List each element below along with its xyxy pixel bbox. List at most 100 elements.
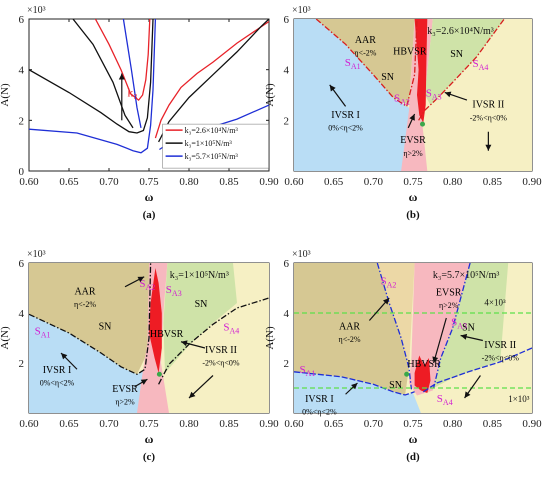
point-sa1-main: S	[35, 325, 41, 337]
boundary-left	[29, 263, 152, 376]
k3-annotation: k₃=1×10⁵N/m³	[170, 270, 229, 281]
x-tick-label: 0.70	[99, 176, 119, 188]
bifurcation-point	[156, 371, 162, 377]
legend: k₃=2.6×10⁴N/m³ k₃=1×10⁵N/m³ k₃=5.7×10⁵N/m³	[162, 123, 269, 169]
arrow-ivsr2-down-head	[464, 391, 471, 398]
series-2-left-curve	[29, 19, 157, 154]
x-tick-label: 0.65	[324, 176, 344, 188]
point-sa2-main: S	[139, 278, 145, 290]
panel-a-curves	[29, 19, 269, 154]
region-aar	[294, 263, 409, 395]
point-sa3-sub: A3	[432, 92, 442, 101]
region-hbvsr	[414, 19, 428, 123]
y-tick-label: 0	[19, 166, 25, 178]
point-sa2-sub: A2	[146, 283, 156, 292]
point-sa4-main: S	[473, 58, 479, 70]
point-sa1-sub: A1	[306, 369, 316, 378]
point-sa4: SA4	[223, 322, 239, 336]
y-tick-label: 2	[284, 358, 290, 370]
bifurcation-point	[420, 121, 426, 127]
point-sa2: SA2	[394, 92, 410, 106]
x-tick-label: 0.75	[403, 418, 423, 430]
x-tick-label: 0.75	[139, 176, 159, 188]
y-axis-label: A(N)	[264, 83, 276, 107]
point-sa3: SA3	[451, 317, 467, 331]
x-tick-label: 0.75	[139, 418, 159, 430]
label-ivsr1: IVSR I	[43, 365, 72, 376]
point-sa3-main: S	[426, 87, 432, 99]
y-tick-label: 2	[284, 115, 290, 127]
label-aar-sub: η<-2%	[339, 335, 361, 344]
boundary-right	[418, 19, 505, 121]
label-sn-left: SN	[99, 321, 112, 332]
label-ivsr1-sub: 0%<η<2%	[40, 379, 75, 388]
region-sn-right	[424, 19, 505, 106]
arrow-aar-head	[382, 298, 390, 305]
y-tick-label: 2	[19, 115, 25, 127]
y-tick-label: 6	[19, 14, 25, 26]
arrow-ivsr2-head	[444, 91, 452, 98]
label-sn-right: SN	[195, 299, 208, 310]
region-hbvsr	[149, 268, 162, 373]
point-sa3: SA3	[426, 87, 442, 101]
k3-arrow-label: k₃	[127, 85, 137, 99]
panel-label: (d)	[406, 451, 420, 463]
x-tick-label: 0.90	[259, 418, 279, 430]
x-tick-label: 0.85	[483, 176, 503, 188]
point-sa2-sub: A2	[400, 97, 410, 106]
x-tick-label: 0.90	[522, 176, 542, 188]
label-ivsr1: IVSR I	[305, 394, 334, 405]
panel-c-labels: k₃=1×10⁵N/m³ AAR η<-2% SN SN HBVSR IVSR I 0%<η<…	[35, 270, 240, 406]
label-aar: AAR	[339, 321, 360, 332]
point-sa2: SA2	[139, 278, 155, 292]
label-evsr-sub: η>2%	[403, 149, 423, 158]
x-tick-label: 0.60	[284, 176, 304, 188]
point-sa3: SA3	[166, 284, 182, 298]
label-evsr-sub: η>2%	[439, 301, 459, 310]
reference-label-4e3: 4×10³	[484, 298, 506, 308]
label-aar-sub: η<-2%	[354, 49, 376, 58]
x-tick-label: 0.75	[403, 176, 423, 188]
region-sn-right	[163, 263, 237, 373]
label-ivsr2-sub: -2%<η<0%	[202, 359, 240, 368]
x-axis-label: ω	[145, 190, 154, 204]
panel-b-labels: k₃=2.6×10⁴N/m³ AAR η<-2% SN SN HBVSR IVSR I 0%<…	[328, 26, 507, 158]
y-multiplier: ×10³	[292, 5, 311, 16]
panel-1-axes: 0.60 0.65 0.70 0.75 0.80 0.85 0.90 2 4 6×10³ ω A(N)…	[264, 5, 542, 221]
point-sa2-main: S	[380, 275, 386, 287]
k3-annotation: k₃=5.7×10⁵N/m³	[433, 270, 500, 281]
y-tick-label: 6	[284, 14, 290, 26]
x-tick-label: 0.80	[179, 418, 199, 430]
point-sa4: SA4	[473, 58, 489, 72]
arrow-evsr-head	[409, 114, 415, 121]
label-hbvsr: HBVSR	[150, 329, 184, 340]
y-axis-label: A(N)	[0, 326, 11, 350]
x-tick-label: 0.90	[259, 176, 279, 188]
bifurcation-point	[404, 371, 410, 377]
arrow-ivsr2-down-head	[485, 144, 492, 151]
arrow-evsr-down-head	[432, 356, 439, 363]
point-sa1: SA1	[35, 325, 51, 339]
point-sa4: SA4	[437, 393, 453, 407]
x-tick-label: 0.80	[443, 176, 463, 188]
label-aar-sub: η<-2%	[74, 300, 96, 309]
y-multiplier: ×10³	[27, 249, 46, 260]
series-0-left-curve	[94, 19, 151, 102]
label-sn-left: SN	[381, 72, 394, 83]
point-sa1: SA1	[300, 364, 316, 378]
y-axis-label: A(N)	[264, 326, 276, 350]
x-axis-label: ω	[409, 190, 418, 204]
x-tick-label: 0.85	[219, 418, 239, 430]
region-sn-right	[433, 263, 509, 388]
series-1-left-curve	[29, 19, 154, 134]
y-tick-label: 4	[284, 308, 290, 320]
x-tick-label: 0.80	[179, 176, 199, 188]
arrow-ivsr2-head	[460, 333, 468, 340]
point-sa1-sub: A1	[351, 62, 361, 71]
region-ivsr1	[294, 371, 421, 413]
label-ivsr2: IVSR II	[484, 340, 516, 351]
y-tick-label: 6	[19, 258, 25, 270]
x-tick-label: 0.65	[59, 176, 79, 188]
panel-label: (b)	[406, 209, 420, 221]
